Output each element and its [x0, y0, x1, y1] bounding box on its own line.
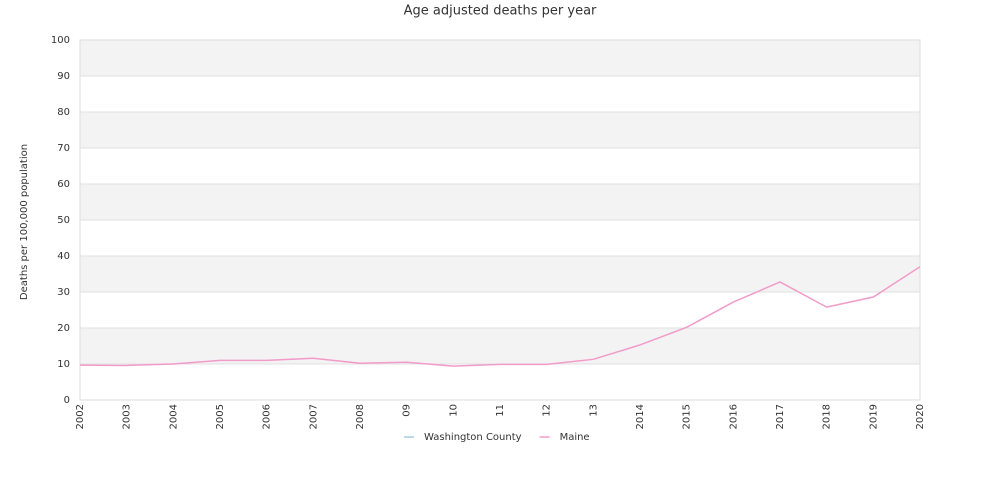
y-axis-label: Deaths per 100,000 population — [19, 144, 30, 300]
grid-band — [80, 256, 920, 292]
y-tick-label: 20 — [57, 323, 70, 334]
grid-band — [80, 40, 920, 76]
grid-band — [80, 328, 920, 364]
y-tick-label: 80 — [57, 107, 70, 118]
y-tick-label: 60 — [57, 179, 70, 190]
y-tick-label: 0 — [64, 395, 70, 406]
grid-band — [80, 112, 920, 148]
x-tick-label: 2014 — [635, 404, 646, 429]
x-tick-label: 2007 — [308, 404, 319, 429]
x-tick-label: 2006 — [262, 404, 273, 429]
x-tick-label: 10 — [448, 404, 459, 417]
x-tick-label: 2015 — [682, 404, 693, 429]
y-tick-label: 10 — [57, 359, 70, 370]
x-tick-label: 2016 — [728, 404, 739, 429]
x-tick-label: 13 — [588, 404, 599, 417]
y-tick-label: 70 — [57, 143, 70, 154]
x-tick-label: 09 — [402, 404, 413, 417]
chart-title: Age adjusted deaths per year — [404, 4, 597, 19]
x-tick-label: 2017 — [775, 404, 786, 429]
x-tick-label: 2019 — [868, 404, 879, 429]
y-tick-label: 50 — [57, 215, 70, 226]
series-line — [79, 266, 921, 367]
x-tick-label: 2005 — [215, 404, 226, 429]
x-tick-label: 11 — [495, 404, 506, 417]
grid-band — [80, 184, 920, 220]
y-tick-label: 40 — [57, 251, 70, 262]
legend-label: Washington County — [424, 432, 522, 443]
x-tick-label: 2020 — [915, 404, 926, 429]
y-tick-label: 100 — [51, 35, 70, 46]
y-tick-label: 30 — [57, 287, 70, 298]
x-tick-label: 2003 — [122, 404, 133, 429]
y-tick-label: 90 — [57, 71, 70, 82]
plot-border — [79, 39, 921, 401]
legend-label: Maine — [560, 432, 590, 443]
x-tick-label: 2002 — [75, 404, 86, 429]
x-tick-label: 2004 — [168, 404, 179, 429]
x-tick-label: 2008 — [355, 404, 366, 429]
x-tick-label: 2018 — [822, 404, 833, 429]
x-tick-label: 12 — [542, 404, 553, 417]
